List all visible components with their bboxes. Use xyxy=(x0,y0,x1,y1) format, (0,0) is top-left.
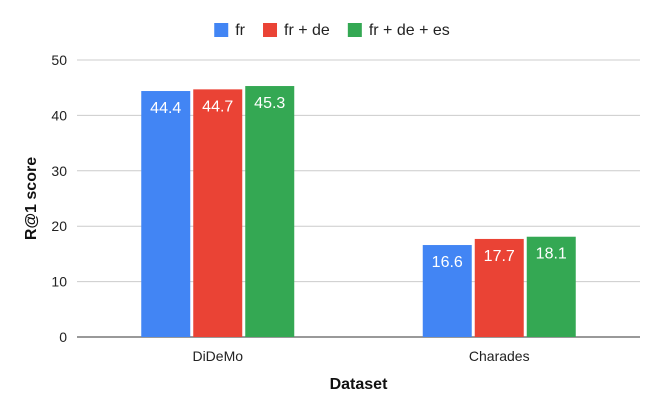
bar xyxy=(474,238,524,337)
data-label: 16.6 xyxy=(432,254,463,271)
x-tick-label: Charades xyxy=(469,348,530,364)
x-axis-title: Dataset xyxy=(330,376,388,393)
data-label: 45.3 xyxy=(254,95,285,112)
bar xyxy=(245,86,295,338)
y-tick-label: 0 xyxy=(59,329,67,345)
bar xyxy=(141,91,191,337)
bars: 44.4 44.7 45.3 16.6 17.7 18.1 xyxy=(141,86,576,338)
data-label: 17.7 xyxy=(484,248,515,265)
data-label: 44.7 xyxy=(202,98,233,115)
legend-swatch xyxy=(263,23,278,37)
x-axis-ticks: DiDeMo Charades xyxy=(192,348,529,364)
legend-swatch xyxy=(214,23,229,37)
y-tick-label: 30 xyxy=(51,163,67,179)
legend-label: fr + de + es xyxy=(369,22,450,39)
legend-label: fr + de xyxy=(284,22,330,39)
y-axis-ticks: 0 10 20 30 40 50 xyxy=(51,52,67,345)
data-label: 44.4 xyxy=(150,100,181,117)
y-tick-label: 40 xyxy=(51,107,67,123)
legend-swatch xyxy=(347,23,362,37)
y-tick-label: 50 xyxy=(51,52,67,68)
x-tick-label: DiDeMo xyxy=(192,348,243,364)
bar xyxy=(422,245,472,337)
y-tick-label: 10 xyxy=(51,274,67,290)
legend-label: fr xyxy=(235,22,245,39)
y-axis-title: R@1 score xyxy=(23,157,40,240)
bar xyxy=(526,236,576,337)
data-label: 18.1 xyxy=(536,246,567,263)
y-tick-label: 20 xyxy=(51,218,67,234)
legend: fr fr + de fr + de + es xyxy=(214,22,450,39)
bar xyxy=(193,89,243,337)
